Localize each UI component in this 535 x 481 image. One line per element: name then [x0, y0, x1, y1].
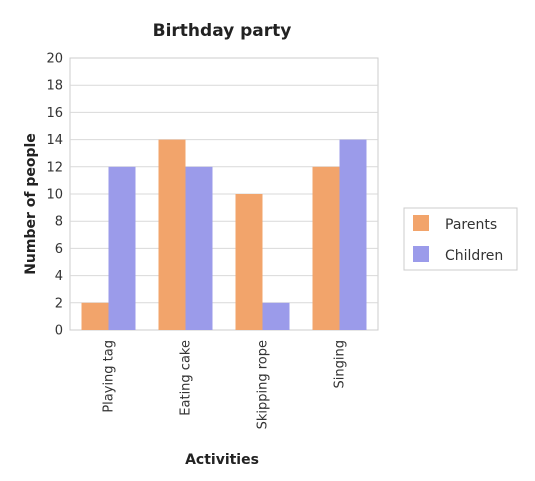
x-tick-label: Singing: [333, 340, 348, 388]
x-axis-ticks: Playing tag Eating cake Skipping rope Singi…: [102, 340, 348, 429]
y-tick-label: 20: [46, 52, 63, 67]
legend: Parents Children: [404, 208, 517, 270]
y-tick-label: 12: [46, 160, 63, 175]
x-tick-label: Eating cake: [179, 340, 194, 416]
x-tick-label: Skipping rope: [256, 340, 271, 429]
legend-label-children: Children: [445, 248, 503, 264]
y-tick-label: 10: [46, 188, 63, 203]
y-tick-label: 18: [46, 79, 63, 94]
legend-label-parents: Parents: [445, 217, 497, 233]
bar-parents-playing-tag: [82, 303, 109, 330]
bar-parents-eating-cake: [159, 140, 186, 330]
y-tick-label: 6: [55, 242, 63, 257]
x-axis-title: Activities: [185, 452, 259, 468]
bar-children-skipping-rope: [263, 303, 290, 330]
y-tick-label: 2: [55, 296, 63, 311]
y-tick-label: 14: [46, 133, 63, 148]
bar-parents-singing: [313, 167, 340, 330]
chart-title: Birthday party: [153, 21, 292, 41]
bar-children-eating-cake: [186, 167, 213, 330]
plot-area: [70, 58, 378, 330]
y-axis-ticks: 0 2 4 6 8 10 12 14 16 18 20: [46, 52, 63, 339]
y-tick-label: 4: [55, 269, 63, 284]
legend-swatch-children: [413, 246, 429, 262]
y-tick-label: 16: [46, 106, 63, 121]
y-axis-title: Number of people: [23, 133, 39, 275]
legend-swatch-parents: [413, 215, 429, 231]
bar-children-singing: [340, 140, 367, 330]
y-tick-label: 0: [55, 324, 63, 339]
y-tick-label: 8: [55, 215, 63, 230]
bar-parents-skipping-rope: [236, 194, 263, 330]
x-tick-label: Playing tag: [102, 340, 117, 413]
bar-children-playing-tag: [109, 167, 136, 330]
